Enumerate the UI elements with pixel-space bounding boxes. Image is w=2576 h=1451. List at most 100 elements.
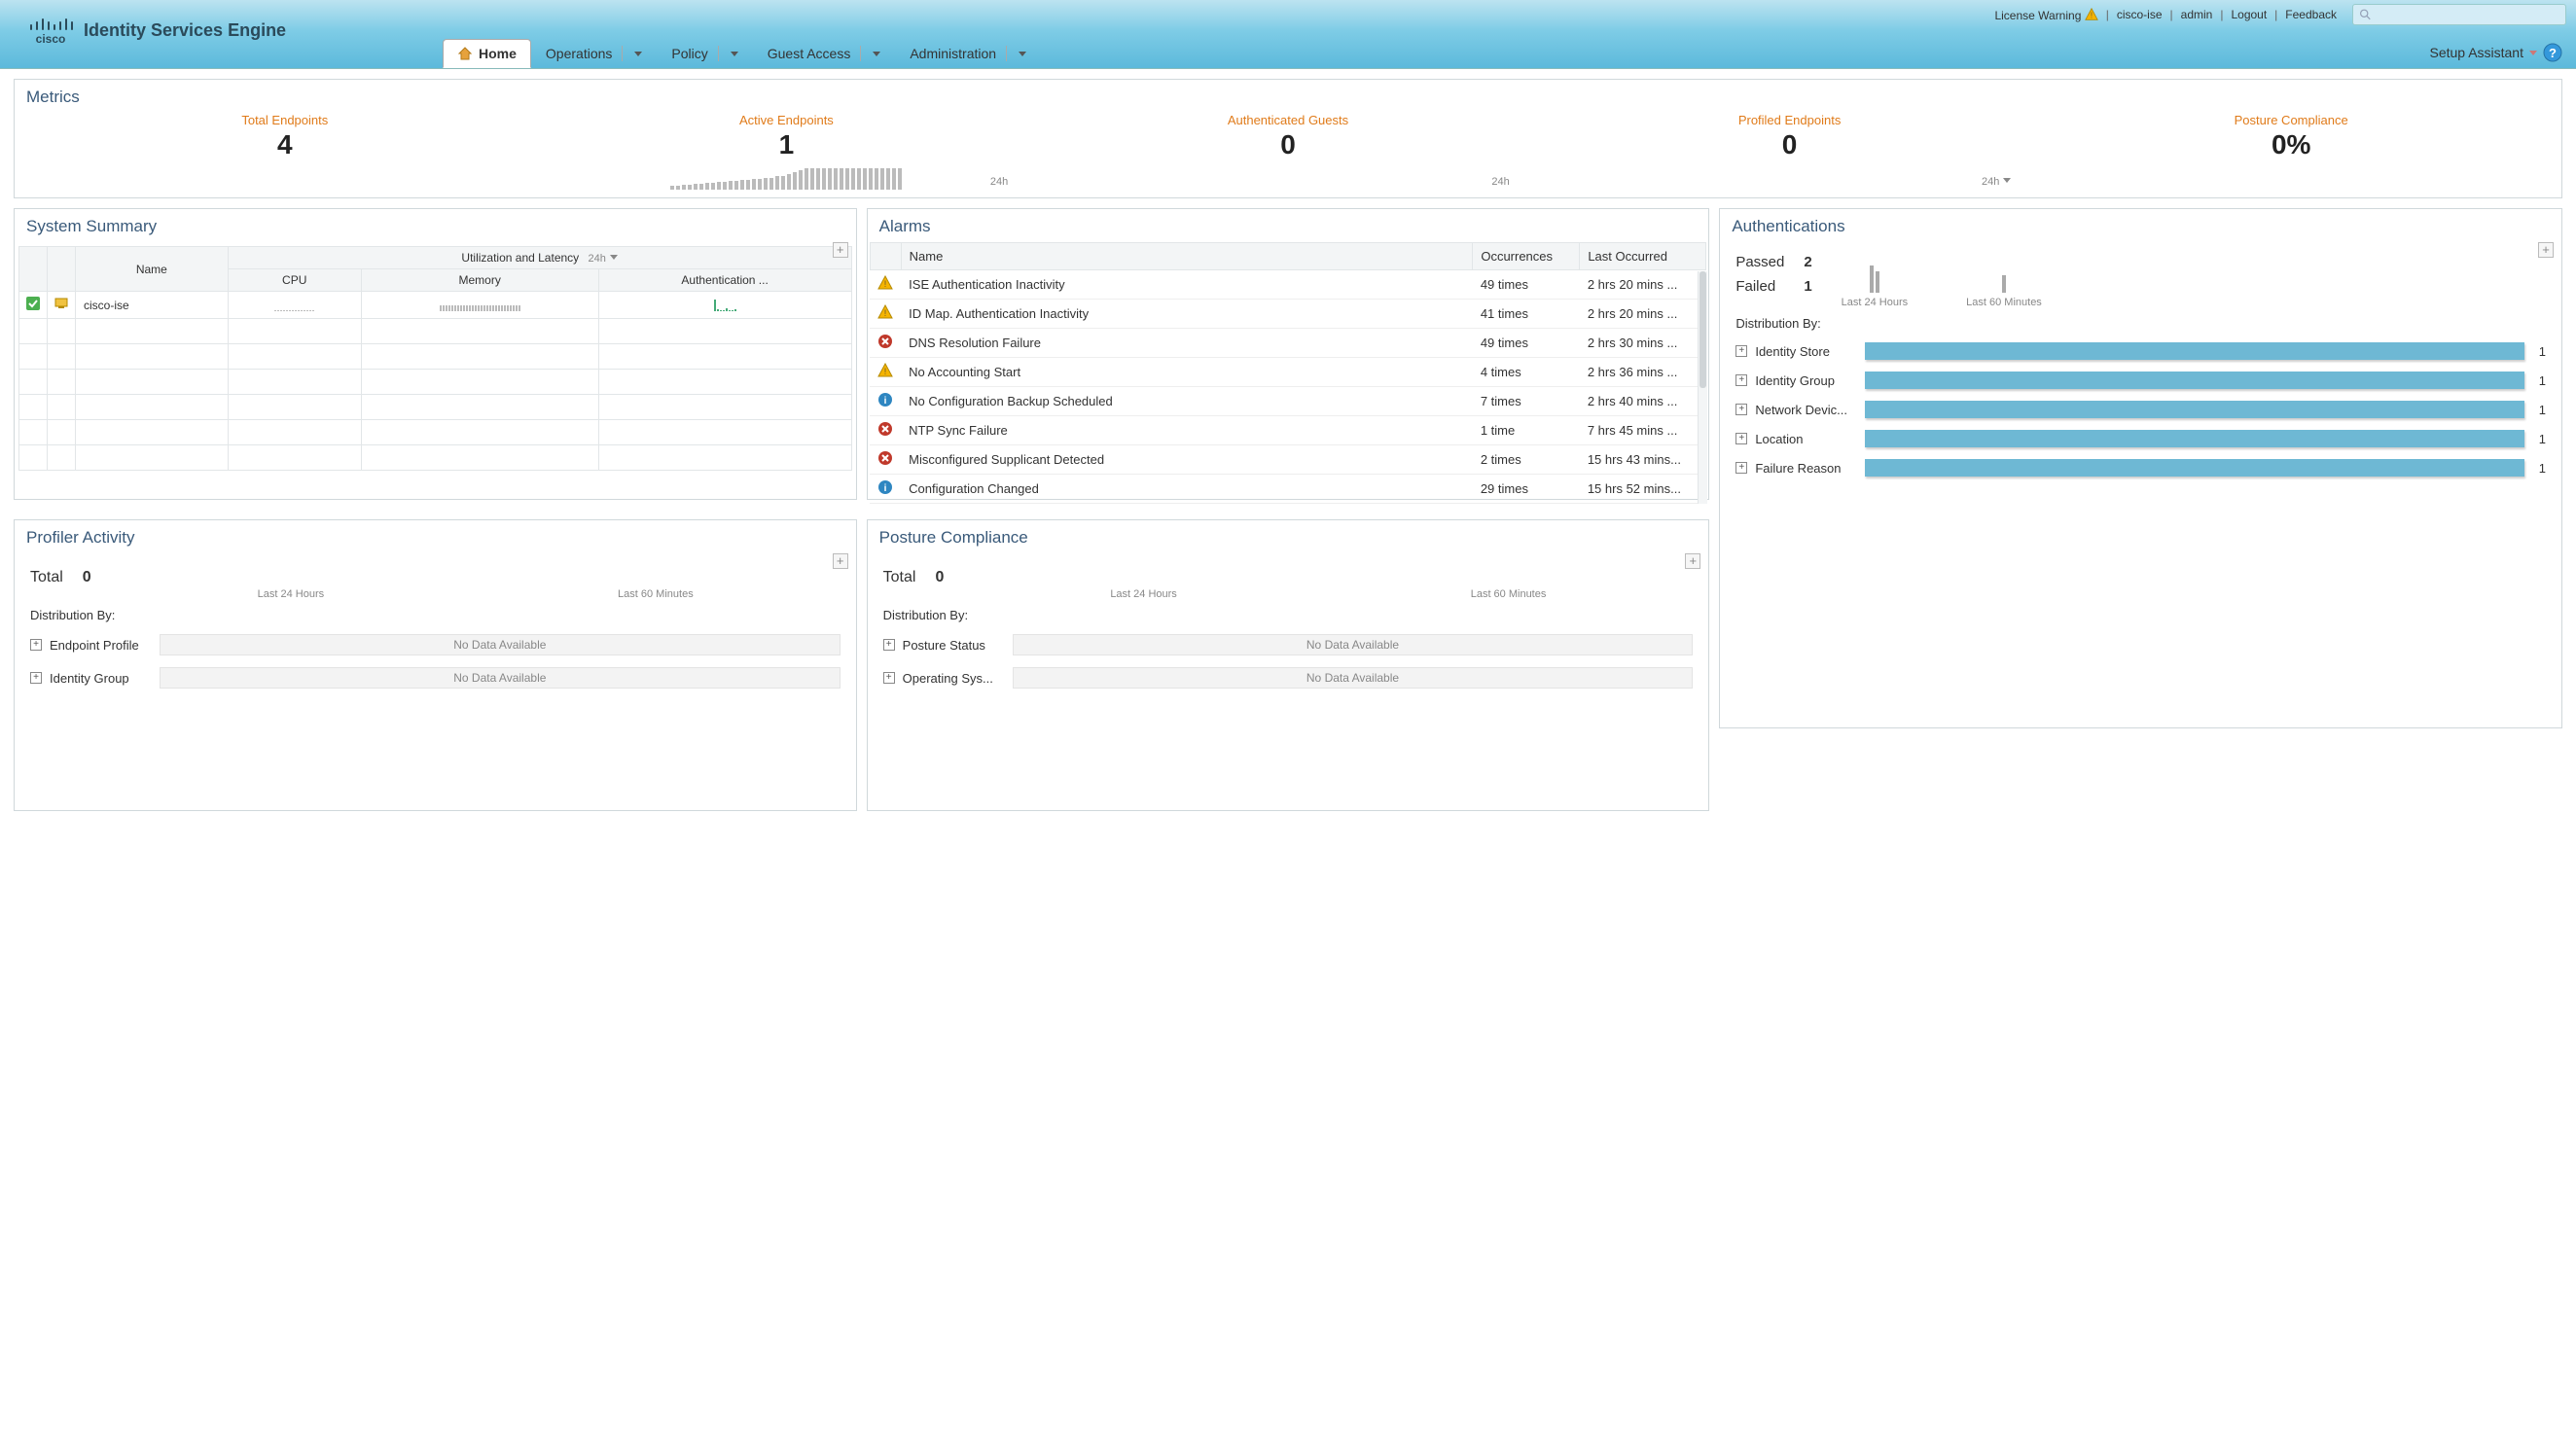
- table-row: [19, 319, 852, 344]
- alarm-row[interactable]: !No Accounting Start4 times2 hrs 36 mins…: [870, 358, 1706, 387]
- alarm-occurrences: 41 times: [1473, 300, 1580, 329]
- no-data-label: No Data Available: [160, 634, 841, 655]
- alarm-last: 2 hrs 20 mins ...: [1580, 300, 1706, 329]
- feedback-link[interactable]: Feedback: [2285, 8, 2337, 21]
- alarm-row[interactable]: !ID Map. Authentication Inactivity41 tim…: [870, 300, 1706, 329]
- auth-stats: Passed2 Failed1: [1735, 254, 1811, 308]
- search-box[interactable]: [2352, 4, 2566, 25]
- chevron-down-icon: [2529, 51, 2537, 55]
- expand-icon[interactable]: +: [1735, 462, 1747, 474]
- col-cpu[interactable]: CPU: [228, 269, 361, 292]
- alarm-row[interactable]: Misconfigured Supplicant Detected2 times…: [870, 445, 1706, 475]
- nav-home[interactable]: Home: [443, 39, 531, 68]
- alarm-row[interactable]: NTP Sync Failure1 time7 hrs 45 mins ...: [870, 416, 1706, 445]
- license-warning-link[interactable]: License Warning !: [1994, 8, 2097, 22]
- setup-assistant[interactable]: Setup Assistant ?: [2429, 43, 2562, 62]
- user-link[interactable]: admin: [2181, 8, 2213, 21]
- expand-icon[interactable]: +: [1735, 374, 1747, 386]
- dist-label: Identity Group: [1755, 373, 1857, 388]
- expand-button[interactable]: +: [1685, 553, 1700, 569]
- separator: |: [2170, 8, 2173, 21]
- search-input[interactable]: [2376, 8, 2559, 21]
- node-link[interactable]: cisco-ise: [2117, 8, 2163, 21]
- alarm-last: 2 hrs 40 mins ...: [1580, 387, 1706, 416]
- col-right: Authentications + Passed2 Failed1 Last 2…: [1719, 208, 2562, 821]
- expand-icon[interactable]: +: [883, 639, 895, 651]
- nav-admin[interactable]: Administration: [895, 39, 1041, 68]
- search-icon: [2359, 8, 2372, 21]
- alarm-name: ISE Authentication Inactivity: [901, 270, 1473, 300]
- col-memory[interactable]: Memory: [361, 269, 598, 292]
- chevron-down-icon: [873, 52, 880, 56]
- expand-icon[interactable]: +: [1735, 404, 1747, 415]
- svg-text:i: i: [884, 483, 887, 494]
- nav-policy[interactable]: Policy: [657, 39, 752, 68]
- metric[interactable]: Profiled Endpoints024h: [1539, 113, 2041, 190]
- expand-icon[interactable]: +: [1735, 345, 1747, 357]
- dist-row: +Endpoint ProfileNo Data Available: [30, 634, 841, 655]
- util-header-label: Utilization and Latency: [461, 251, 579, 265]
- alarm-row[interactable]: iNo Configuration Backup Scheduled7 time…: [870, 387, 1706, 416]
- alarms-col-occ[interactable]: Occurrences: [1473, 243, 1580, 270]
- metric[interactable]: Active Endpoints124h: [536, 113, 1038, 190]
- posture-24h-label: Last 24 Hours: [1110, 588, 1176, 600]
- table-row: [19, 370, 852, 395]
- nav-policy-label: Policy: [671, 46, 707, 61]
- metric-time[interactable]: 24h: [1982, 176, 2011, 188]
- alarm-row[interactable]: DNS Resolution Failure49 times2 hrs 30 m…: [870, 329, 1706, 358]
- help-icon[interactable]: ?: [2543, 43, 2562, 62]
- metric[interactable]: Total Endpoints4: [34, 113, 536, 190]
- auth-failed-label: Failed: [1735, 278, 1794, 295]
- alarms-col-last[interactable]: Last Occurred: [1580, 243, 1706, 270]
- metric-value: 1: [536, 129, 1038, 160]
- main-nav: Home Operations Policy Guest Access Admi…: [443, 39, 1041, 68]
- nav-guest[interactable]: Guest Access: [753, 39, 896, 68]
- scrollbar-thumb[interactable]: [1699, 271, 1706, 388]
- expand-button[interactable]: +: [833, 553, 848, 569]
- alarm-row[interactable]: !ISE Authentication Inactivity49 times2 …: [870, 270, 1706, 300]
- profiler-title: Profiler Activity: [15, 520, 856, 553]
- alarm-name: DNS Resolution Failure: [901, 329, 1473, 358]
- expand-icon[interactable]: +: [30, 672, 42, 684]
- node-icon: [54, 296, 69, 311]
- warning-icon: !: [2085, 8, 2098, 21]
- info-icon: i: [877, 392, 893, 407]
- auth-passed-label: Passed: [1735, 254, 1794, 270]
- metric[interactable]: Posture Compliance0%: [2040, 113, 2542, 190]
- alarms-col-name[interactable]: Name: [901, 243, 1473, 270]
- col-name[interactable]: Name: [76, 247, 229, 292]
- auth-spark-24h: [1870, 258, 1879, 293]
- nav-operations[interactable]: Operations: [531, 39, 657, 68]
- chevron-down-icon[interactable]: [610, 255, 618, 260]
- expand-button[interactable]: +: [2538, 242, 2554, 258]
- logout-link[interactable]: Logout: [2231, 8, 2267, 21]
- metric-time[interactable]: 24h: [990, 176, 1008, 188]
- metric-label: Authenticated Guests: [1037, 113, 1539, 127]
- system-summary-title: System Summary: [15, 209, 856, 242]
- warning-icon: !: [877, 304, 893, 320]
- dist-label: Location: [1755, 432, 1857, 446]
- dist-label: Identity Store: [1755, 344, 1857, 359]
- expand-icon[interactable]: +: [30, 639, 42, 651]
- alarm-row[interactable]: iConfiguration Changed29 times15 hrs 52 …: [870, 475, 1706, 504]
- chevron-down-icon: [1019, 52, 1026, 56]
- error-icon: [877, 421, 893, 437]
- dist-bar: [1865, 372, 2524, 389]
- col-auth[interactable]: Authentication ...: [598, 269, 851, 292]
- nav-home-label: Home: [479, 46, 517, 61]
- brand-block: cisco Identity Services Engine: [27, 16, 286, 45]
- svg-text:i: i: [884, 396, 887, 407]
- expand-icon[interactable]: +: [1735, 433, 1747, 444]
- metric-time[interactable]: 24h: [1491, 176, 1509, 188]
- col-left: System Summary + Name Utilization and La…: [14, 208, 857, 821]
- scrollbar[interactable]: [1698, 271, 1707, 504]
- alarm-name: Misconfigured Supplicant Detected: [901, 445, 1473, 475]
- table-row[interactable]: cisco-ise: [19, 292, 852, 319]
- expand-icon[interactable]: +: [883, 672, 895, 684]
- dist-row: +Operating Sys...No Data Available: [883, 667, 1694, 689]
- cell-cpu: [228, 292, 361, 319]
- sparkline: [1037, 164, 1539, 190]
- expand-button[interactable]: +: [833, 242, 848, 258]
- metric[interactable]: Authenticated Guests024h: [1037, 113, 1539, 190]
- alarms-title: Alarms: [868, 209, 1709, 242]
